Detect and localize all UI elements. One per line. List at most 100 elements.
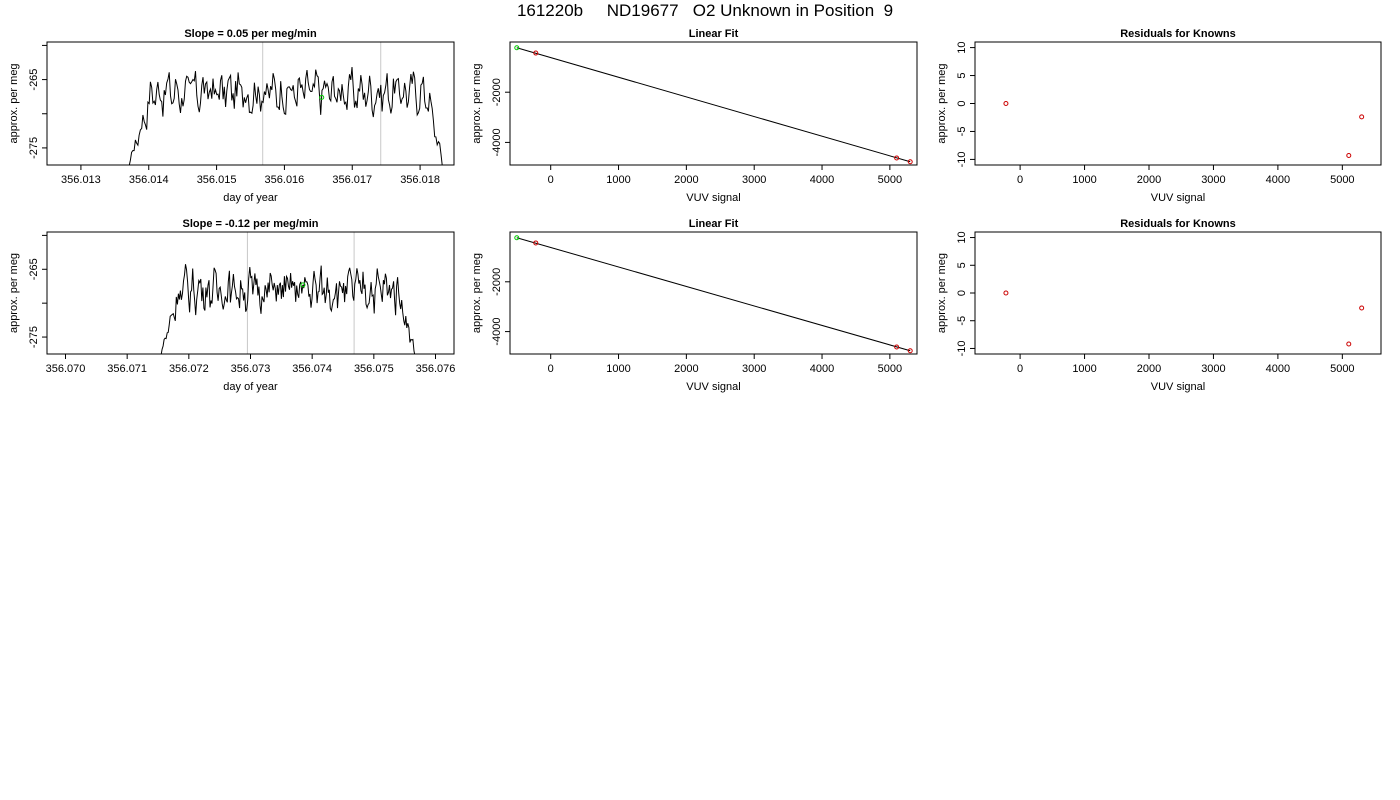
x-tick-label: 0 bbox=[548, 174, 554, 186]
x-tick-label: 1000 bbox=[606, 174, 630, 186]
fit-line bbox=[516, 237, 911, 352]
plot-area bbox=[514, 235, 913, 354]
data-point bbox=[1003, 101, 1009, 106]
y-tick-label: 10 bbox=[956, 231, 968, 243]
fit-line bbox=[516, 47, 911, 163]
plot-area bbox=[160, 232, 416, 354]
highlight-point bbox=[300, 282, 306, 288]
plot-area bbox=[514, 45, 913, 165]
y-tick-label: -275 bbox=[28, 326, 40, 348]
y-tick-label: -5 bbox=[956, 127, 968, 137]
plot-frame bbox=[46, 231, 455, 355]
x-tick-label: 3000 bbox=[1201, 174, 1225, 186]
data-point bbox=[1003, 290, 1009, 296]
x-tick-label: 4000 bbox=[1266, 174, 1290, 186]
x-axis-label: day of year bbox=[223, 192, 278, 204]
panel-title: Linear Fit bbox=[689, 28, 739, 40]
y-axis-label: approx. per meg bbox=[471, 253, 483, 333]
y-tick-label: 0 bbox=[956, 100, 968, 106]
plot-frame bbox=[974, 41, 1382, 166]
x-tick-label: 356.013 bbox=[61, 174, 101, 186]
data-point bbox=[533, 240, 539, 246]
data-point bbox=[1346, 341, 1352, 347]
y-axis-label: approx. per meg bbox=[936, 253, 948, 333]
x-axis-label: VUV signal bbox=[1151, 381, 1205, 393]
y-tick-label: -10 bbox=[956, 341, 968, 357]
x-tick-label: 0 bbox=[1017, 174, 1023, 186]
plot-frame bbox=[509, 231, 918, 355]
x-tick-label: 356.018 bbox=[400, 174, 440, 186]
plot-frame bbox=[509, 41, 918, 166]
y-tick-label: 5 bbox=[956, 72, 968, 78]
x-tick-label: 2000 bbox=[1137, 363, 1161, 375]
y-axis-label: approx. per meg bbox=[936, 63, 948, 143]
data-point bbox=[514, 235, 520, 241]
x-tick-label: 2000 bbox=[674, 174, 698, 186]
y-tick-label: -2000 bbox=[491, 268, 503, 296]
x-tick-label: 356.017 bbox=[332, 174, 372, 186]
x-tick-label: 356.015 bbox=[197, 174, 237, 186]
data-point bbox=[907, 348, 913, 354]
x-axis-label: VUV signal bbox=[686, 381, 740, 393]
y-axis-label: approx. per meg bbox=[8, 63, 20, 143]
x-tick-label: 4000 bbox=[810, 174, 834, 186]
series-line bbox=[128, 66, 443, 165]
panel-title: Residuals for Knowns bbox=[1120, 218, 1236, 230]
panel-4: Slope = -0.12 per meg/min 356.070 356.071 3… bbox=[8, 218, 455, 393]
y-tick-label: -4000 bbox=[491, 318, 503, 346]
x-tick-label: 356.076 bbox=[416, 363, 456, 375]
panel-title: Residuals for Knowns bbox=[1120, 28, 1236, 40]
x-tick-label: 3000 bbox=[1201, 363, 1225, 375]
highlight-point bbox=[319, 94, 325, 100]
plot-frame bbox=[46, 41, 455, 166]
x-tick-label: 2000 bbox=[1137, 174, 1161, 186]
panel-6: Residuals for Knowns 0 1000 2000 3000 4000 500… bbox=[936, 218, 1382, 393]
x-tick-label: 356.073 bbox=[231, 363, 271, 375]
data-point bbox=[533, 50, 539, 56]
series-line bbox=[160, 264, 416, 354]
panel-title: Slope = -0.12 per meg/min bbox=[182, 218, 318, 230]
y-tick-label: -265 bbox=[28, 69, 40, 91]
data-point bbox=[907, 159, 913, 165]
y-tick-label: 10 bbox=[956, 41, 968, 53]
plot-area bbox=[1003, 290, 1365, 347]
x-tick-label: 5000 bbox=[878, 174, 902, 186]
x-tick-label: 4000 bbox=[1266, 363, 1290, 375]
x-tick-label: 5000 bbox=[1330, 363, 1354, 375]
data-point bbox=[1359, 114, 1365, 120]
x-tick-label: 356.014 bbox=[129, 174, 169, 186]
x-tick-label: 0 bbox=[548, 363, 554, 375]
y-tick-label: -275 bbox=[28, 137, 40, 159]
panel-3: Residuals for Knowns 0 1000 2000 3000 4000 500… bbox=[936, 28, 1382, 204]
x-tick-label: 5000 bbox=[1330, 174, 1354, 186]
x-tick-label: 356.070 bbox=[46, 363, 86, 375]
x-tick-label: 356.016 bbox=[265, 174, 305, 186]
x-tick-label: 3000 bbox=[742, 174, 766, 186]
x-tick-label: 1000 bbox=[1072, 363, 1096, 375]
x-tick-label: 4000 bbox=[810, 363, 834, 375]
x-tick-label: 356.074 bbox=[292, 363, 332, 375]
data-point bbox=[514, 45, 520, 51]
y-tick-label: -265 bbox=[28, 258, 40, 280]
x-tick-label: 1000 bbox=[1072, 174, 1096, 186]
x-tick-label: 356.072 bbox=[169, 363, 209, 375]
x-tick-label: 3000 bbox=[742, 363, 766, 375]
x-axis-label: VUV signal bbox=[686, 192, 740, 204]
y-tick-label: -2000 bbox=[491, 78, 503, 106]
y-tick-label: 5 bbox=[956, 262, 968, 268]
data-point bbox=[1359, 305, 1365, 311]
x-axis-label: VUV signal bbox=[1151, 192, 1205, 204]
y-axis-label: approx. per meg bbox=[8, 253, 20, 333]
data-point bbox=[894, 155, 900, 161]
x-tick-label: 356.071 bbox=[107, 363, 147, 375]
plot-area bbox=[1003, 101, 1365, 158]
y-axis-label: approx. per meg bbox=[471, 63, 483, 143]
panel-5: Linear Fit 0 1000 2000 3000 4000 5000 -4000 -200… bbox=[471, 218, 918, 393]
x-tick-label: 1000 bbox=[606, 363, 630, 375]
x-tick-label: 2000 bbox=[674, 363, 698, 375]
y-tick-label: 0 bbox=[956, 290, 968, 296]
x-tick-label: 0 bbox=[1017, 363, 1023, 375]
plot-area bbox=[128, 42, 443, 165]
x-axis-label: day of year bbox=[223, 381, 278, 393]
